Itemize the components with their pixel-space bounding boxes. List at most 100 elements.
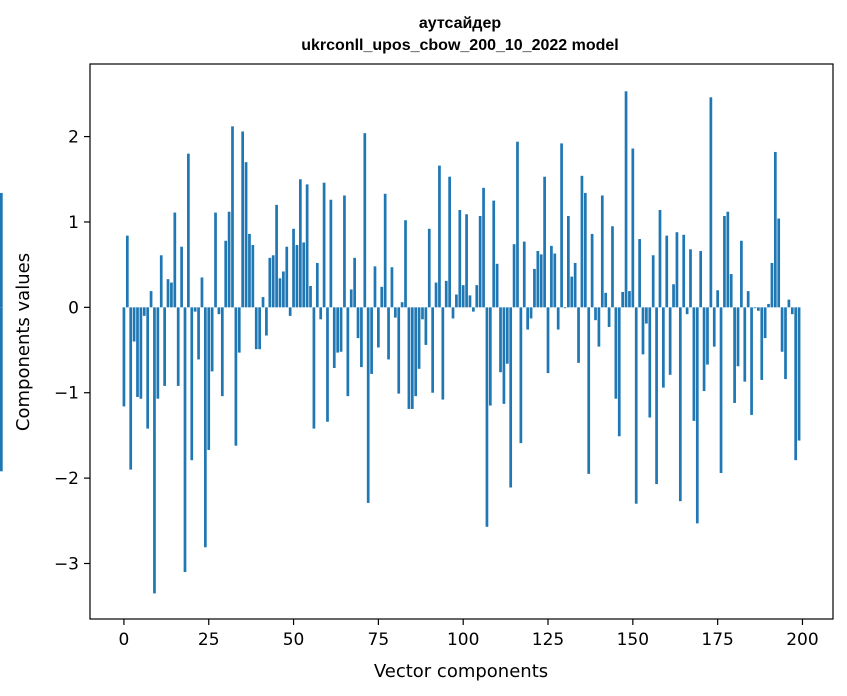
- bar: [455, 294, 458, 308]
- bar: [390, 267, 394, 308]
- bar: [723, 215, 726, 308]
- bar: [733, 307, 736, 403]
- bar: [458, 210, 462, 308]
- bar: [699, 250, 703, 308]
- bar: [366, 307, 370, 503]
- bar: [183, 307, 187, 573]
- bar: [651, 255, 655, 308]
- bar: [146, 307, 150, 429]
- bar: [712, 307, 716, 347]
- bar: [794, 307, 798, 461]
- bar: [332, 307, 336, 368]
- bar: [665, 235, 669, 308]
- bar: [658, 210, 662, 308]
- bar: [441, 307, 445, 400]
- bar: [570, 276, 574, 308]
- bar: [675, 232, 679, 308]
- bar: [156, 307, 160, 399]
- bar: [790, 307, 794, 315]
- bar: [638, 239, 641, 308]
- bar: [600, 195, 604, 308]
- bar: [736, 307, 740, 367]
- bar: [495, 263, 499, 308]
- bar: [404, 220, 407, 308]
- bar: [573, 262, 577, 308]
- bar: [516, 141, 519, 308]
- bar: [746, 291, 750, 308]
- x-axis-label: Vector components: [374, 661, 548, 682]
- bar: [797, 307, 801, 441]
- y-tick-label: −3: [54, 555, 79, 575]
- x-tick-label: 0: [119, 630, 130, 650]
- bar: [268, 257, 272, 308]
- bar: [410, 307, 414, 409]
- bar: [383, 193, 387, 308]
- bar: [170, 282, 173, 308]
- bar: [251, 245, 255, 308]
- bar: [695, 307, 699, 524]
- bars-group: [0, 91, 801, 594]
- bar: [784, 307, 787, 380]
- bar: [519, 307, 523, 444]
- bar: [577, 307, 580, 363]
- bar: [231, 126, 234, 308]
- bar: [512, 244, 516, 308]
- bar: [617, 307, 621, 437]
- bar: [448, 176, 451, 308]
- bar: [438, 165, 441, 308]
- bar: [580, 175, 584, 308]
- bar: [363, 133, 367, 308]
- bar: [543, 176, 546, 308]
- bar: [380, 286, 384, 308]
- bar: [360, 307, 363, 368]
- bar: [706, 307, 709, 365]
- bar: [400, 302, 404, 308]
- bar: [244, 162, 248, 308]
- bar: [539, 254, 543, 308]
- bar: [729, 274, 733, 308]
- bar: [641, 307, 645, 355]
- bar: [153, 307, 156, 594]
- bar: [594, 307, 597, 321]
- bar: [631, 148, 635, 308]
- bar: [560, 143, 563, 308]
- bar: [207, 307, 211, 450]
- bar: [220, 307, 224, 397]
- bar: [553, 253, 557, 308]
- y-tick-label: 2: [68, 128, 79, 148]
- y-axis: −3 −2 −1 0 1 2: [54, 128, 90, 575]
- bar: [567, 215, 570, 308]
- bar: [645, 307, 648, 324]
- bar: [773, 151, 777, 308]
- bar: [533, 268, 536, 308]
- bar: [424, 307, 428, 345]
- bar: [502, 307, 506, 404]
- bar: [757, 307, 760, 311]
- bar: [214, 212, 217, 308]
- bar: [142, 307, 146, 316]
- bar: [132, 307, 136, 342]
- bar: [180, 246, 183, 308]
- bar: [583, 192, 587, 308]
- bar: [702, 307, 706, 392]
- bar: [397, 307, 401, 394]
- bar: [750, 307, 753, 415]
- y-tick-label: −2: [54, 469, 79, 489]
- bar: [278, 278, 282, 308]
- bar: [587, 307, 591, 474]
- bar: [597, 307, 601, 347]
- bar: [319, 307, 323, 320]
- bar: [682, 234, 686, 308]
- bar: [387, 307, 390, 360]
- bar: [237, 307, 241, 353]
- bar: [499, 307, 502, 373]
- bar: [492, 200, 496, 308]
- bar: [427, 228, 431, 308]
- bar: [628, 291, 631, 308]
- bar: [187, 153, 190, 308]
- bar: [248, 233, 251, 308]
- bar: [339, 307, 343, 352]
- bar: [271, 255, 275, 308]
- bar: [210, 307, 214, 372]
